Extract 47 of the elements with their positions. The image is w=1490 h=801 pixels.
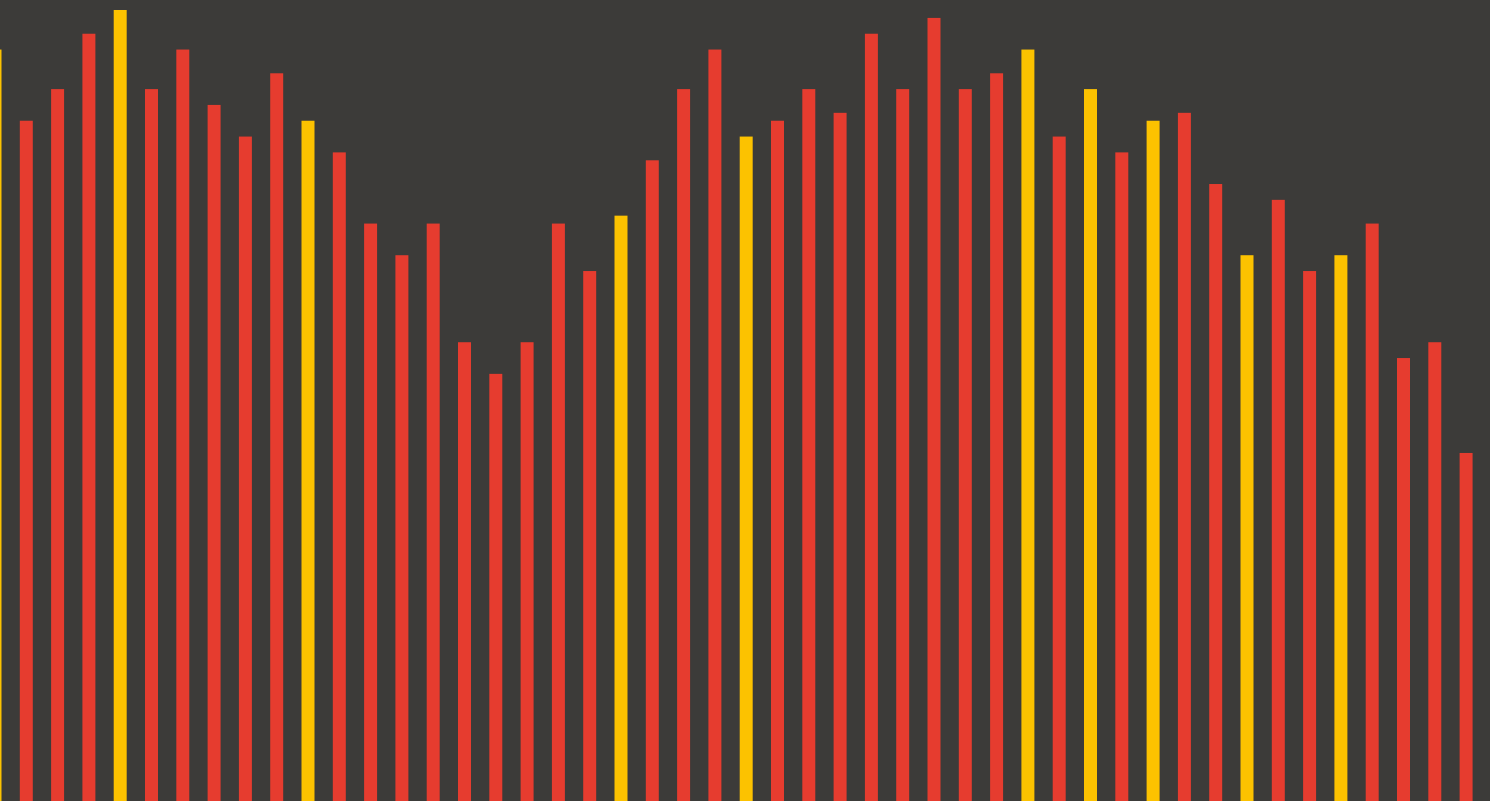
bar: [489, 373, 503, 801]
bar: [677, 89, 691, 801]
bar: [1115, 152, 1129, 801]
bar: [1334, 255, 1348, 801]
bar: [927, 17, 941, 801]
bar: [1084, 89, 1097, 801]
bar: [1146, 120, 1160, 801]
bar: [958, 89, 972, 801]
bar: [614, 215, 628, 801]
bar: [990, 73, 1004, 801]
bar: [1240, 255, 1254, 801]
bar: [238, 136, 252, 801]
bar: [771, 120, 784, 801]
bar: [426, 223, 440, 801]
bar: [1365, 223, 1379, 801]
bar: [1021, 49, 1035, 801]
bar: [82, 33, 96, 801]
bar: [1397, 358, 1410, 801]
bar: [896, 89, 910, 801]
bar: [1209, 184, 1223, 801]
bar: [802, 89, 816, 801]
bar: [1271, 199, 1285, 801]
bar: [176, 49, 190, 801]
bar: [113, 10, 127, 801]
bar: [1459, 452, 1473, 801]
bar: [301, 120, 315, 801]
bar: [19, 120, 33, 801]
bar: [645, 160, 659, 801]
bar: [395, 255, 409, 801]
bar: [833, 112, 847, 801]
bar: [1177, 112, 1191, 801]
bar: [1303, 271, 1317, 801]
bar: [207, 104, 221, 801]
bar: [583, 271, 597, 801]
bar: [364, 223, 378, 801]
bar: [1052, 136, 1066, 801]
bar: [1428, 342, 1442, 801]
bar: [51, 89, 65, 801]
bar: [739, 136, 753, 801]
bar: [708, 49, 722, 801]
bar: [864, 33, 878, 801]
bar: [145, 89, 158, 801]
bar: [270, 73, 284, 801]
bar: [520, 342, 534, 801]
bar: [551, 223, 565, 801]
bar: [332, 152, 346, 801]
bar: [458, 342, 471, 801]
